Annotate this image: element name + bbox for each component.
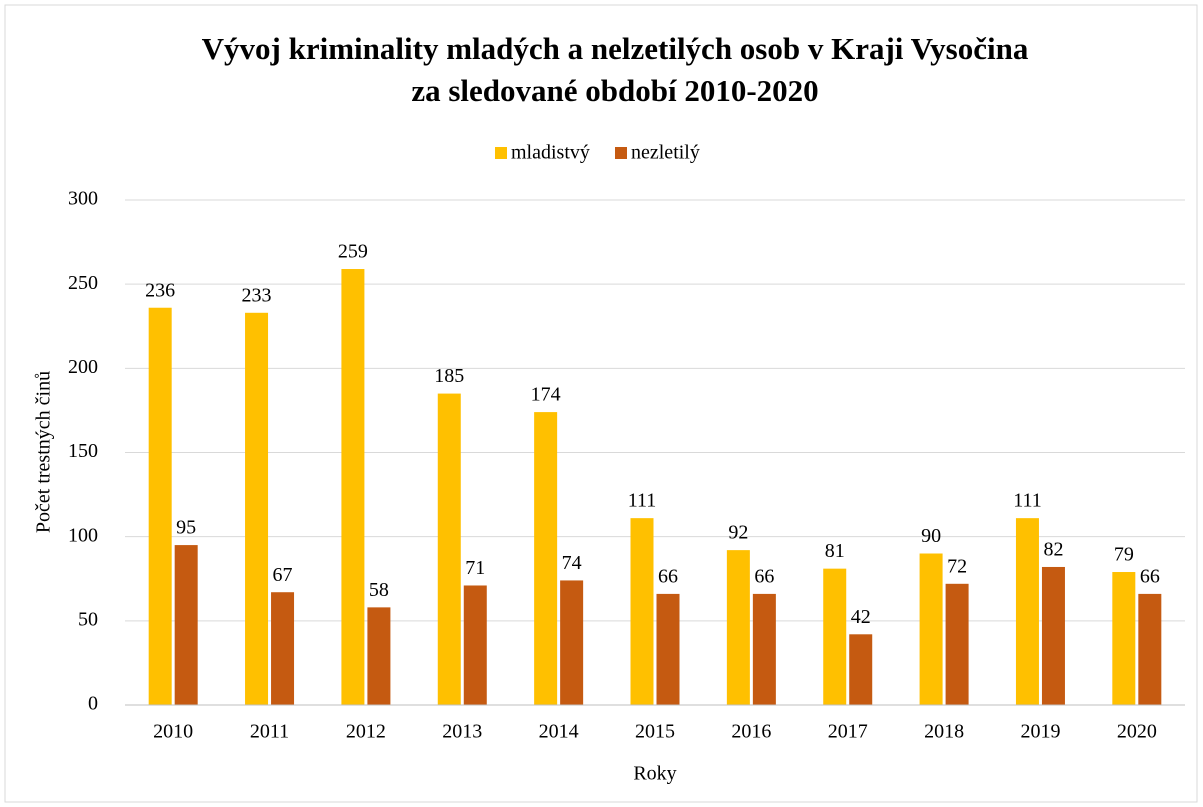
data-label: 111	[1013, 490, 1042, 512]
chart-title: Vývoj kriminality mladých a nelzetilých …	[202, 31, 1029, 66]
bar	[437, 393, 461, 705]
legend-label: nezletilý	[631, 142, 700, 164]
data-label: 58	[369, 579, 389, 601]
bar	[245, 312, 269, 705]
x-tick-label: 2020	[1117, 721, 1157, 743]
bar	[726, 550, 750, 705]
bar	[1112, 572, 1136, 705]
data-label: 71	[465, 557, 485, 579]
x-tick-label: 2010	[153, 721, 193, 743]
data-label: 233	[242, 284, 272, 306]
data-label: 67	[273, 564, 293, 586]
data-label: 90	[921, 525, 941, 547]
x-tick-label: 2015	[635, 721, 675, 743]
bar	[945, 583, 969, 705]
bar	[341, 269, 365, 705]
data-label: 72	[947, 555, 967, 577]
y-axis-label: Počet trestných činů	[33, 371, 55, 533]
data-label: 236	[145, 279, 175, 301]
bar	[1041, 566, 1065, 705]
x-tick-label: 2016	[731, 721, 771, 743]
y-tick-label: 150	[68, 440, 98, 462]
bar	[752, 593, 776, 705]
bar	[656, 593, 680, 705]
y-tick-label: 250	[68, 272, 98, 294]
legend-swatch	[615, 147, 627, 159]
bar	[463, 585, 487, 705]
bar	[1015, 518, 1039, 705]
data-label: 66	[1140, 565, 1160, 587]
data-label: 81	[825, 540, 845, 562]
x-tick-label: 2018	[924, 721, 964, 743]
chart-title: za sledované období 2010-2020	[411, 73, 818, 108]
data-label: 95	[176, 517, 196, 539]
bar	[367, 607, 391, 705]
x-tick-label: 2013	[442, 721, 482, 743]
x-axis-label: Roky	[633, 763, 676, 785]
data-label: 74	[562, 552, 582, 574]
x-tick-label: 2014	[539, 721, 579, 743]
x-tick-label: 2012	[346, 721, 386, 743]
bar	[823, 568, 847, 705]
data-label: 174	[531, 384, 561, 406]
bar	[148, 307, 172, 705]
bar	[849, 634, 873, 705]
y-tick-label: 200	[68, 356, 98, 378]
data-label: 66	[754, 565, 774, 587]
bar	[919, 553, 943, 705]
bar	[534, 412, 558, 705]
data-label: 92	[728, 522, 748, 544]
bar	[1138, 593, 1162, 705]
x-tick-label: 2011	[250, 721, 289, 743]
data-label: 185	[434, 365, 464, 387]
y-tick-label: 100	[68, 524, 98, 546]
chart-frame	[4, 4, 1198, 803]
data-label: 42	[851, 606, 871, 628]
bar	[560, 580, 584, 705]
data-label: 259	[338, 241, 368, 263]
legend-swatch	[495, 147, 507, 159]
x-tick-label: 2017	[828, 721, 868, 743]
bar	[174, 545, 198, 705]
y-tick-label: 0	[88, 693, 98, 715]
x-tick-label: 2019	[1020, 721, 1060, 743]
y-tick-label: 50	[78, 608, 98, 630]
y-tick-label: 300	[68, 188, 98, 210]
data-label: 111	[628, 490, 657, 512]
bar	[630, 518, 654, 705]
data-label: 79	[1114, 544, 1134, 566]
data-label: 66	[658, 565, 678, 587]
legend-label: mladistvý	[511, 142, 590, 164]
data-label: 82	[1043, 539, 1063, 561]
bar	[271, 592, 295, 705]
